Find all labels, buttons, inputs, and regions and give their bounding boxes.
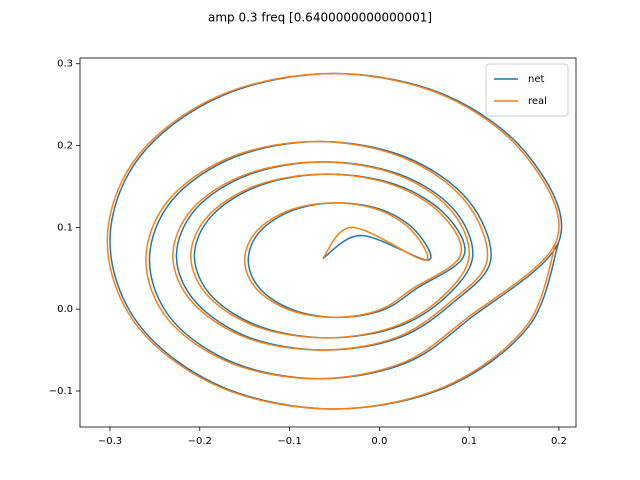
x-tick-label: −0.3: [98, 436, 122, 447]
y-tick-label: 0.2: [57, 141, 73, 152]
x-tick-label: −0.1: [277, 436, 301, 447]
chart-title: amp 0.3 freq [0.6400000000000001]: [208, 11, 432, 25]
y-tick-label: 0.1: [57, 222, 73, 233]
x-tick-label: 0.1: [461, 436, 477, 447]
x-tick-label: 0.0: [371, 436, 387, 447]
legend-box: [485, 63, 569, 117]
plot-area: [106, 72, 563, 410]
x-tick-label: −0.2: [188, 436, 212, 447]
line-series: [106, 72, 560, 410]
y-tick-label: 0.3: [57, 59, 73, 70]
axes-frame: [79, 57, 577, 428]
legend-label: net: [528, 74, 544, 85]
y-tick-label: 0.0: [57, 304, 73, 315]
y-tick-label: −0.1: [49, 386, 73, 397]
x-tick-label: 0.2: [551, 436, 567, 447]
legend-label: real: [528, 96, 547, 107]
